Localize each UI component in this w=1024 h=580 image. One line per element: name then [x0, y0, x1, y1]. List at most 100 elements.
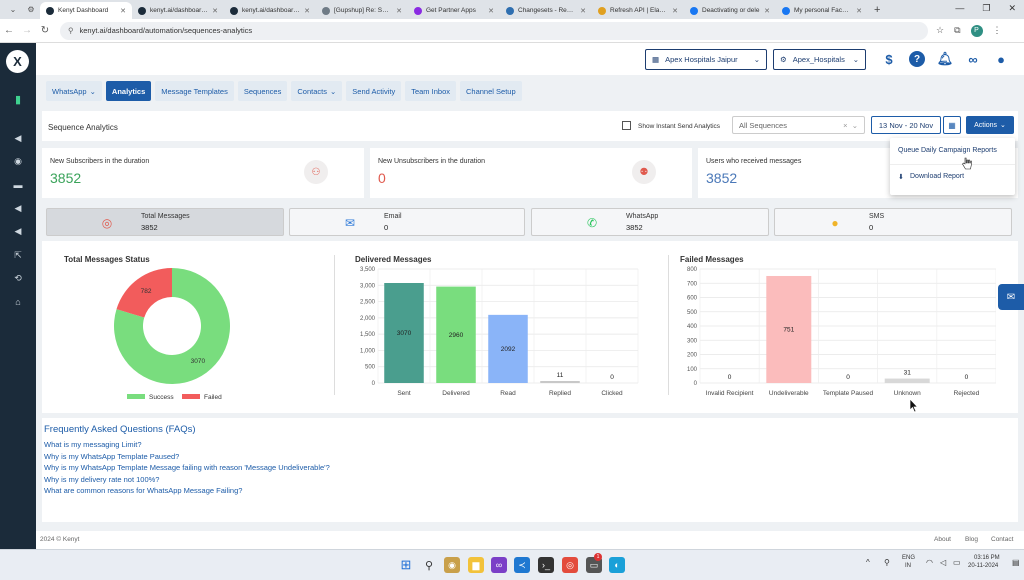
- bar-value-label: 2092: [501, 346, 516, 353]
- chat-icon[interactable]: ▬: [13, 180, 23, 190]
- search-icon[interactable]: ⚲: [424, 559, 434, 572]
- reload-icon[interactable]: ↻: [40, 25, 50, 36]
- battery-icon[interactable]: ▭: [953, 558, 961, 567]
- file-explorer-icon[interactable]: ▆: [468, 557, 484, 573]
- footer-link-blog[interactable]: Blog: [965, 536, 979, 543]
- user-icon[interactable]: ●: [997, 51, 1005, 67]
- clear-and-chevron-icon[interactable]: × ⌄: [843, 120, 858, 130]
- tab-search-icon[interactable]: ⌄: [9, 4, 17, 14]
- browser-tab[interactable]: kenyt.ai/dashboard/c ✕: [132, 2, 224, 19]
- maximize-icon[interactable]: ❐: [982, 3, 991, 13]
- faq-question[interactable]: Why is my WhatsApp Template Paused?: [44, 451, 180, 461]
- close-window-icon[interactable]: ✕: [1008, 3, 1016, 13]
- date-range-field[interactable]: 13 Nov - 20 Nov: [871, 116, 941, 134]
- notification-bell-icon[interactable]: 🔔︎: [936, 51, 954, 66]
- help-icon[interactable]: ?: [909, 51, 925, 67]
- edge-icon[interactable]: ◐: [609, 557, 625, 573]
- browser-tab[interactable]: [Gupshup] Re: Suppo ✕: [316, 2, 408, 19]
- faq-question[interactable]: Why is my delivery rate not 100%?: [44, 474, 160, 484]
- nav-tab-whatsapp[interactable]: WhatsApp ⌄: [46, 81, 102, 101]
- settings-icon[interactable]: ⚙: [27, 4, 35, 14]
- campaign-icon[interactable]: ◀: [14, 225, 22, 236]
- whatsapp-tab[interactable]: ✆ WhatsApp 3852: [531, 208, 769, 236]
- sequence-select[interactable]: All Sequences × ⌄: [732, 116, 865, 134]
- link-icon[interactable]: ∞: [968, 51, 978, 67]
- email-tab[interactable]: ✉ Email 0: [289, 208, 525, 236]
- browser-tab[interactable]: Changesets - Repos ✕: [500, 2, 592, 19]
- nav-tab-contacts[interactable]: Contacts ⌄: [291, 81, 343, 101]
- billing-dollar-icon[interactable]: $: [885, 51, 893, 67]
- nav-tab-sequences[interactable]: Sequences: [237, 81, 288, 101]
- sms-tab[interactable]: ● SMS 0: [774, 208, 1012, 236]
- extensions-icon[interactable]: ⧉: [954, 25, 961, 35]
- download-report-item[interactable]: Download Report: [910, 173, 965, 180]
- chrome-app-icon[interactable]: ◎: [562, 557, 578, 573]
- tab-close-icon[interactable]: ✕: [396, 7, 402, 15]
- tab-close-icon[interactable]: ✕: [672, 7, 678, 15]
- megaphone-icon[interactable]: ◀: [14, 132, 22, 143]
- minimize-icon[interactable]: —: [955, 3, 965, 13]
- analytics-icon[interactable]: ▮: [14, 93, 22, 106]
- volume-icon[interactable]: ◁: [940, 558, 947, 567]
- export-icon[interactable]: ⇱: [14, 249, 22, 260]
- faq-question[interactable]: What are common reasons for WhatsApp Mes…: [44, 486, 243, 495]
- wifi-icon[interactable]: ◠: [926, 558, 933, 567]
- tab-close-icon[interactable]: ✕: [764, 7, 770, 15]
- nav-tab-channel-setup[interactable]: Channel Setup: [460, 81, 522, 101]
- windows-start-icon[interactable]: ⊞: [400, 557, 412, 572]
- whatsapp-nav-icon[interactable]: ◉: [14, 155, 22, 166]
- support-icon[interactable]: ⟲: [14, 272, 22, 283]
- actions-dropdown-menu: Queue Daily Campaign Reports ⬇ Download …: [890, 138, 1015, 195]
- nav-tab-send-activity[interactable]: Send Activity: [346, 81, 402, 101]
- broadcast-icon[interactable]: ◀: [14, 202, 22, 213]
- kenyt-logo[interactable]: X: [6, 50, 29, 73]
- terminal-icon[interactable]: ›_: [538, 557, 554, 573]
- actions-button[interactable]: Actions ⌄: [966, 116, 1014, 134]
- browser-tab[interactable]: Kenyt Dashboard ✕: [40, 2, 132, 19]
- footer-link-about[interactable]: About: [934, 536, 951, 543]
- nav-tab-analytics[interactable]: Analytics: [105, 81, 152, 101]
- messages-icon[interactable]: ▭: [586, 557, 602, 573]
- instant-send-checkbox[interactable]: [622, 121, 631, 130]
- tab-close-icon[interactable]: ✕: [120, 7, 126, 15]
- browser-tab[interactable]: kenyt.ai/dashboard/c ✕: [224, 2, 316, 19]
- forward-icon[interactable]: →: [22, 25, 32, 36]
- nav-tab-message-templates[interactable]: Message Templates: [155, 81, 234, 101]
- url-field[interactable]: ⚲ kenyt.ai/dashboard/automation/sequence…: [60, 21, 928, 40]
- nav-tab-team-inbox[interactable]: Team Inbox: [405, 81, 456, 101]
- home-icon[interactable]: ⌂: [15, 297, 21, 307]
- tab-close-icon[interactable]: ✕: [212, 7, 218, 15]
- browser-tab[interactable]: Refresh API | Elastic ✕: [592, 2, 684, 19]
- notifications-icon[interactable]: ▤: [1012, 558, 1020, 567]
- chat-widget-icon[interactable]: ✉: [998, 284, 1024, 310]
- calendar-icon[interactable]: ▦: [943, 116, 961, 134]
- microphone-icon[interactable]: ⚲: [884, 558, 890, 567]
- queue-reports-item[interactable]: Queue Daily Campaign Reports: [898, 147, 997, 154]
- new-tab-icon[interactable]: +: [874, 4, 881, 16]
- browser-tab[interactable]: Get Partner Apps ✕: [408, 2, 500, 19]
- tab-close-icon[interactable]: ✕: [856, 7, 862, 15]
- faq-question[interactable]: What is my messaging Limit?: [44, 440, 142, 449]
- footer-link-contact[interactable]: Contact: [991, 536, 1014, 543]
- browser-menu-icon[interactable]: ⋮: [992, 25, 1002, 35]
- visual-studio-icon[interactable]: ∞: [491, 557, 507, 573]
- bookmark-star-icon[interactable]: ☆: [936, 25, 945, 35]
- faq-question[interactable]: Why is my WhatsApp Template Message fail…: [44, 463, 330, 472]
- location-select[interactable]: ▦ Apex Hospitals Jaipur ⌄: [645, 49, 767, 70]
- profile-avatar[interactable]: P: [970, 24, 983, 37]
- back-icon[interactable]: ←: [4, 25, 14, 36]
- language-indicator[interactable]: ENG: [902, 555, 916, 561]
- site-info-icon[interactable]: ⚲: [68, 26, 74, 35]
- vscode-icon[interactable]: ≺: [514, 557, 530, 573]
- browser-tab[interactable]: My personal Facebo ✕: [776, 2, 868, 19]
- tab-close-icon[interactable]: ✕: [304, 7, 310, 15]
- chrome-icon[interactable]: ◉: [444, 557, 460, 573]
- tab-favicon-icon: [322, 6, 330, 15]
- browser-tab[interactable]: Deactivating or dele ✕: [684, 2, 776, 19]
- tab-close-icon[interactable]: ✕: [488, 7, 494, 15]
- account-select[interactable]: ⚙ Apex_Hospitals ⌄: [773, 49, 866, 70]
- tab-close-icon[interactable]: ✕: [580, 7, 586, 15]
- chevron-up-icon[interactable]: ^: [866, 558, 870, 567]
- total-messages-tab[interactable]: ◎ Total Messages 3852: [46, 208, 284, 236]
- clock-time[interactable]: 03:16 PM: [974, 555, 1000, 561]
